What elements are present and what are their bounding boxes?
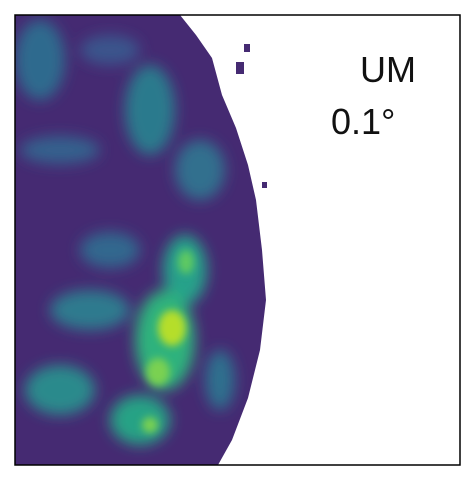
island <box>262 182 267 188</box>
field-blobs <box>15 20 235 445</box>
field-peaks <box>142 250 194 433</box>
island <box>236 62 244 74</box>
island <box>244 44 250 52</box>
frame <box>14 14 461 466</box>
model-label: UM <box>360 49 416 90</box>
resolution-label: 0.1° <box>331 101 395 142</box>
